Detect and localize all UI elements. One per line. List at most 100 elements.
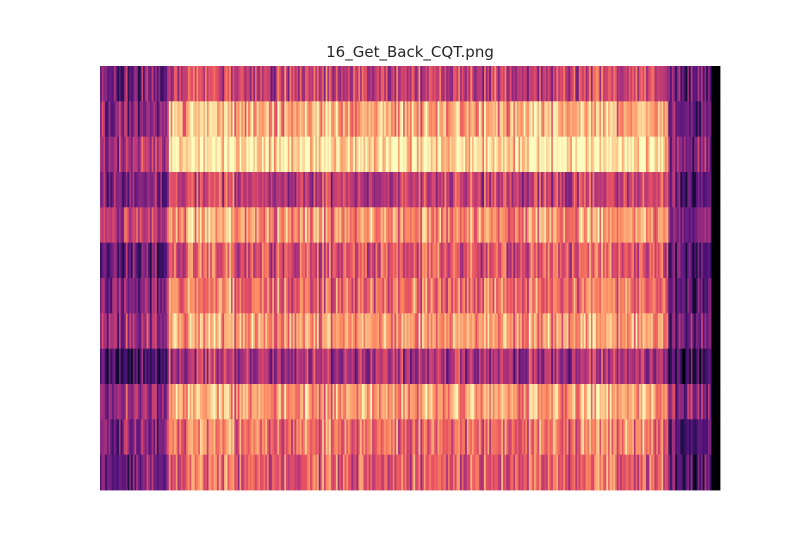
heatmap-cell: [298, 242, 301, 279]
heatmap-cell: [571, 454, 575, 491]
heatmap-cell: [253, 172, 256, 208]
heatmap-cell: [561, 454, 564, 491]
heatmap-cell: [466, 207, 469, 244]
heatmap-cell: [635, 419, 638, 456]
heatmap-cell: [289, 384, 292, 420]
heatmap-cell: [432, 348, 435, 385]
heatmap-cell: [509, 419, 513, 456]
heatmap-cell: [323, 66, 327, 102]
heatmap-cell: [139, 172, 142, 208]
heatmap-cell: [373, 136, 376, 173]
heatmap-cell: [454, 454, 457, 491]
heatmap-cell: [685, 207, 688, 244]
heatmap-cell: [175, 207, 178, 244]
heatmap-cell: [418, 101, 421, 138]
heatmap-cell: [346, 313, 349, 350]
heatmap-cell: [556, 348, 559, 385]
heatmap-cell: [609, 101, 612, 138]
heatmap-cell: [475, 172, 478, 208]
heatmap-cell: [256, 66, 259, 102]
heatmap-cell: [248, 348, 251, 385]
heatmap-cell: [249, 172, 252, 208]
heatmap-cell: [651, 101, 654, 138]
heatmap-cell: [609, 313, 612, 350]
heatmap-cell: [337, 207, 340, 244]
heatmap-cell: [470, 313, 473, 350]
heatmap-cell: [273, 101, 277, 138]
heatmap-cell: [509, 66, 513, 102]
heatmap-cell: [294, 136, 297, 173]
heatmap-cell: [273, 66, 277, 102]
heatmap-cell: [391, 384, 394, 420]
heatmap-cell: [670, 136, 673, 173]
heatmap-cell: [714, 313, 717, 350]
heatmap-cell: [573, 384, 576, 420]
heatmap-cell: [172, 172, 175, 208]
heatmap-cell: [193, 384, 196, 420]
heatmap-cell: [472, 136, 475, 173]
heatmap-cell: [141, 454, 144, 491]
heatmap-cell: [206, 66, 209, 102]
heatmap-cell: [379, 313, 382, 350]
heatmap-cell: [220, 242, 223, 279]
heatmap-cell: [544, 419, 547, 456]
heatmap-cell: [346, 419, 349, 456]
heatmap-cell: [485, 313, 488, 350]
heatmap-cell: [680, 313, 683, 350]
heatmap-cell: [348, 419, 351, 456]
heatmap-cell: [322, 454, 325, 491]
heatmap-cell: [689, 207, 692, 244]
heatmap-cell: [387, 207, 390, 244]
heatmap-cell: [632, 207, 635, 244]
heatmap-cell: [100, 66, 103, 102]
heatmap-cell: [670, 207, 673, 244]
heatmap-cell: [306, 136, 309, 173]
heatmap-cell: [499, 454, 502, 491]
heatmap-cell: [349, 348, 352, 385]
heatmap-cell: [563, 278, 566, 314]
heatmap-cell: [127, 419, 130, 456]
heatmap-cell: [265, 384, 268, 420]
heatmap-cell: [394, 384, 397, 420]
heatmap-cell: [596, 172, 599, 208]
heatmap-cell: [230, 207, 234, 244]
heatmap-cell: [530, 419, 533, 456]
heatmap-cell: [248, 101, 251, 138]
heatmap-cell: [225, 172, 228, 208]
heatmap-cell: [239, 66, 242, 102]
heatmap-cell: [205, 101, 208, 138]
heatmap-cell: [267, 172, 270, 208]
heatmap-cell: [234, 348, 237, 385]
heatmap-cell: [227, 66, 230, 102]
heatmap-cell: [229, 172, 232, 208]
heatmap-cell: [563, 454, 566, 491]
heatmap-cell: [270, 419, 273, 456]
heatmap-cell: [198, 313, 201, 350]
heatmap-cell: [599, 136, 602, 173]
heatmap-cell: [249, 278, 252, 314]
heatmap-cell: [380, 419, 383, 456]
heatmap-cell: [232, 101, 235, 138]
heatmap-cell: [249, 454, 252, 491]
heatmap-cell: [241, 242, 244, 279]
heatmap-cell: [413, 242, 416, 279]
heatmap-cell: [110, 278, 113, 314]
heatmap-cell: [635, 101, 638, 138]
heatmap-cell: [477, 172, 480, 208]
heatmap-cell: [186, 313, 189, 350]
heatmap-cell: [656, 419, 659, 456]
heatmap-cell: [187, 242, 190, 279]
heatmap-cell: [117, 242, 120, 279]
heatmap-cell: [658, 207, 661, 244]
heatmap-cell: [232, 66, 235, 102]
heatmap-cell: [580, 172, 583, 208]
heatmap-cell: [291, 136, 294, 173]
heatmap-cell: [428, 384, 432, 420]
heatmap-cell: [492, 348, 495, 385]
heatmap-cell: [322, 66, 325, 102]
heatmap-cell: [633, 242, 637, 279]
heatmap-cell: [303, 278, 306, 314]
heatmap-cell: [344, 207, 347, 244]
heatmap-cell: [180, 313, 184, 350]
heatmap-cell: [439, 101, 442, 138]
